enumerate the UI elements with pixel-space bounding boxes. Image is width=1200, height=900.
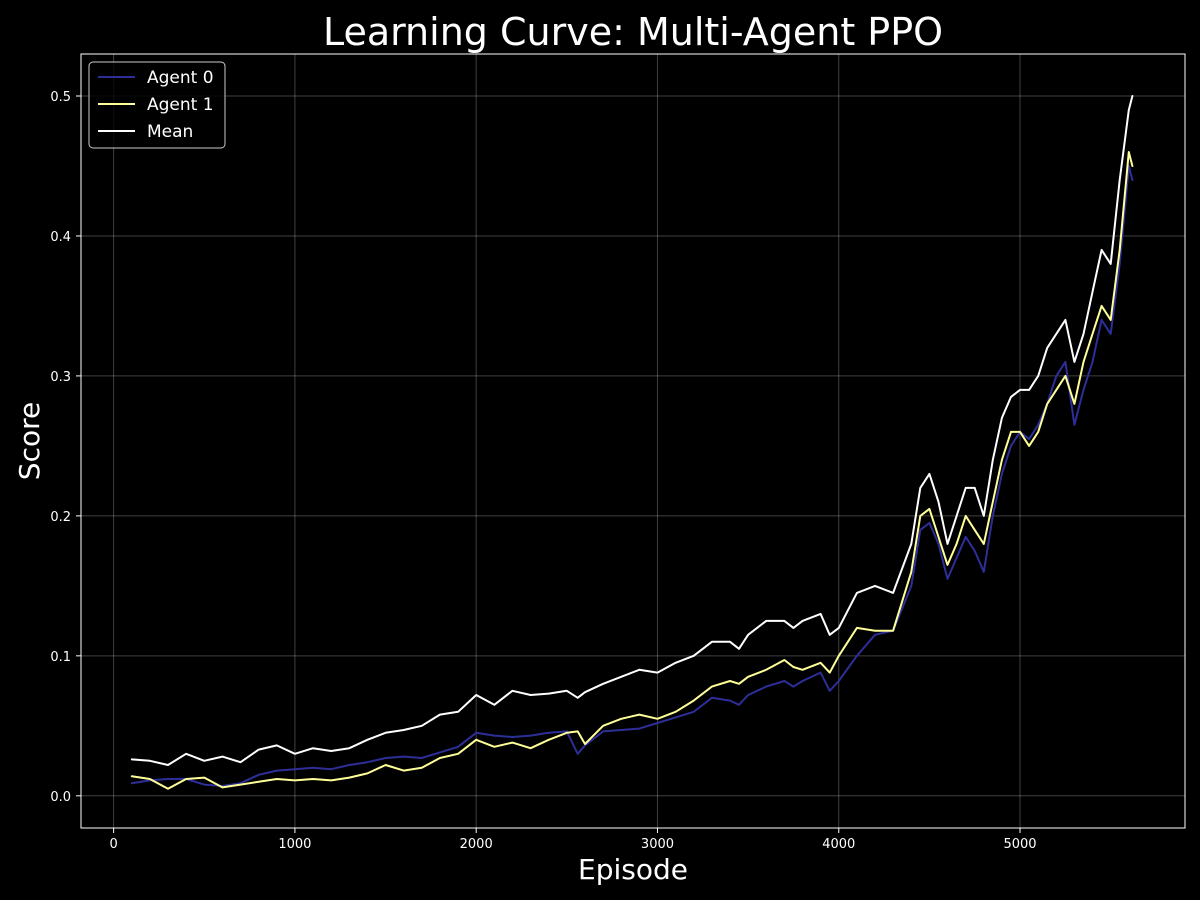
- series-line-agent-0: [130, 165, 1134, 787]
- x-axis-title: Episode: [578, 853, 688, 886]
- y-tick-label: 0.4: [50, 230, 71, 245]
- y-tick-label: 0.0: [50, 790, 71, 805]
- legend: Agent 0 Agent 1 Mean: [88, 61, 226, 149]
- series-line-agent-1: [130, 151, 1134, 790]
- y-tick-label: 0.1: [50, 650, 71, 665]
- x-tick-label: 2000: [460, 837, 493, 852]
- legend-label: Mean: [147, 122, 193, 142]
- x-tick-label: 4000: [822, 837, 855, 852]
- x-tick-label: 3000: [641, 837, 674, 852]
- series-lines: [130, 95, 1134, 790]
- legend-box: [88, 61, 226, 149]
- legend-label: Agent 0: [147, 68, 214, 88]
- x-tick-label: 0: [109, 837, 117, 852]
- legend-label: Agent 1: [147, 95, 214, 115]
- y-tick-label: 0.5: [50, 90, 71, 105]
- x-tick-label: 1000: [278, 837, 311, 852]
- y-tick-label: 0.3: [50, 370, 71, 385]
- axis-ticks: 0 1000 2000 3000 4000 5000 0.0 0.1 0.2 0.3 0.4 0.5: [50, 90, 1036, 852]
- chart-title: Learning Curve: Multi-Agent PPO: [323, 10, 943, 54]
- series-line-mean: [130, 95, 1134, 766]
- x-tick-label: 5000: [1003, 837, 1036, 852]
- plot-frame: [80, 53, 1186, 829]
- y-axis-title: Score: [13, 402, 46, 480]
- grid: [81, 54, 1185, 828]
- y-tick-label: 0.2: [50, 510, 71, 525]
